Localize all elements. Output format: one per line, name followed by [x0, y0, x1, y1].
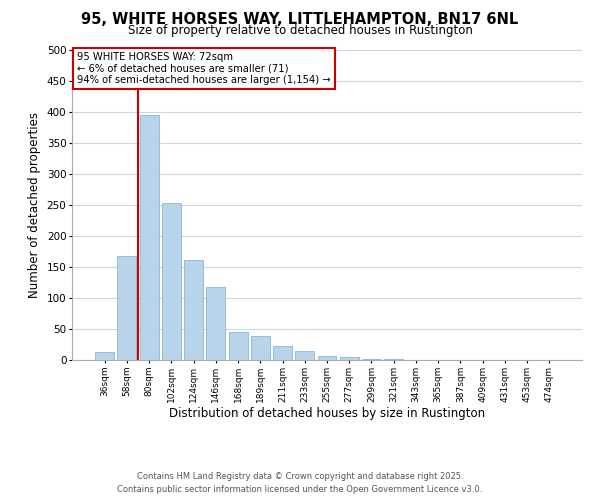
Text: Size of property relative to detached houses in Rustington: Size of property relative to detached ho…	[128, 24, 472, 37]
Bar	[140, 115, 158, 360]
Bar	[273, 346, 292, 360]
Text: 95, WHITE HORSES WAY, LITTLEHAMPTON, BN17 6NL: 95, WHITE HORSES WAY, LITTLEHAMPTON, BN1…	[82, 12, 518, 28]
Bar	[184, 260, 203, 360]
Bar	[95, 352, 114, 360]
Bar	[229, 332, 248, 360]
Bar	[340, 357, 359, 360]
Text: 95 WHITE HORSES WAY: 72sqm
← 6% of detached houses are smaller (71)
94% of semi-: 95 WHITE HORSES WAY: 72sqm ← 6% of detac…	[77, 52, 331, 84]
Bar	[317, 356, 337, 360]
Bar	[206, 288, 225, 360]
Bar	[162, 202, 181, 360]
Bar	[362, 359, 381, 360]
Bar	[118, 256, 136, 360]
Y-axis label: Number of detached properties: Number of detached properties	[28, 112, 41, 298]
Bar	[295, 350, 314, 360]
Text: Contains HM Land Registry data © Crown copyright and database right 2025.
Contai: Contains HM Land Registry data © Crown c…	[118, 472, 482, 494]
Bar	[251, 336, 270, 360]
X-axis label: Distribution of detached houses by size in Rustington: Distribution of detached houses by size …	[169, 408, 485, 420]
